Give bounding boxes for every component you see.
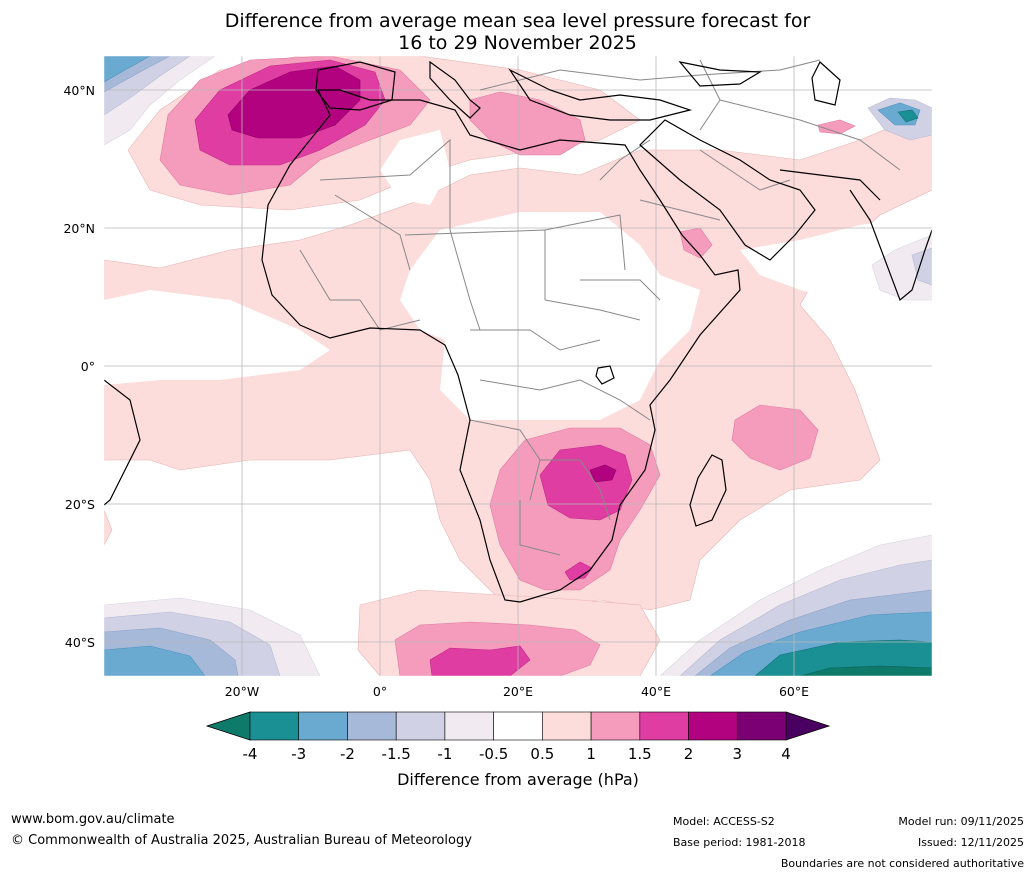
coastlines	[104, 60, 932, 603]
anomaly-pale-pink-southwest	[104, 509, 113, 546]
map-gridlines	[104, 56, 932, 676]
coastline-italy	[429, 60, 481, 119]
chart-title: Difference from average mean sea level p…	[0, 10, 1035, 54]
colorbar-segment	[347, 711, 397, 741]
map-frame	[103, 55, 933, 677]
lon-label-20w: 20°W	[225, 684, 260, 699]
colorbar-segment	[688, 711, 738, 741]
lat-label-20n: 20°N	[63, 221, 95, 236]
colorbar-tick-label: 1.5	[628, 745, 652, 763]
lon-label-40e: 40°E	[641, 684, 671, 699]
colorbar-tick-label: -2	[340, 745, 355, 763]
colorbar-segment	[249, 711, 300, 741]
anomaly-teal-himalaya	[897, 109, 919, 123]
lat-label-20s: 20°S	[65, 497, 95, 512]
footer-base-period: Base period: 1981-2018	[673, 836, 806, 849]
anomaly-magenta-natal	[564, 561, 593, 581]
colorbar: -4 -3 -2 -1.5 -1 -0.5 0.5 1 1.5 2 3 4	[205, 711, 831, 763]
anomaly-blue-southwest	[104, 645, 206, 676]
colorbar-extend-low	[205, 711, 251, 741]
colorbar-segment	[736, 711, 787, 741]
latitude-labels: 40°N 20°N 0° 20°S 40°S	[63, 83, 95, 650]
colorbar-segment	[542, 711, 592, 741]
footer-model-run: Model run: 09/11/2025	[898, 815, 1024, 828]
colorbar-extend-high	[785, 711, 831, 741]
footer-copyright: © Commonwealth of Australia 2025, Austra…	[11, 833, 472, 848]
anomaly-lilac-bay-of-bengal	[871, 234, 932, 301]
colorbar-segment	[395, 711, 446, 741]
coastline-south-america	[104, 379, 141, 506]
colorbar-tick-label: -3	[291, 745, 306, 763]
coastline-madagascar	[689, 454, 727, 527]
coastline-iran	[779, 169, 881, 201]
lon-label-60e: 60°E	[779, 684, 809, 699]
colorbar-title: Difference from average (hPa)	[397, 770, 639, 789]
near-zero-central-atlantic	[104, 290, 330, 385]
colorbar-segment	[639, 711, 689, 741]
colorbar-tick-label: -1	[437, 745, 452, 763]
lat-label-40s: 40°S	[65, 635, 95, 650]
coastline-greece-turkey	[508, 68, 693, 121]
colorbar-segment	[444, 711, 494, 741]
anomaly-blue-northwest	[104, 56, 151, 83]
anomaly-dark-magenta-southern-africa	[589, 464, 617, 483]
colorbar-segment	[493, 711, 543, 741]
anomaly-deep-teal-southeast	[799, 665, 932, 676]
footer-model: Model: ACCESS-S2	[673, 815, 775, 828]
coastline-lake-victoria	[595, 365, 615, 385]
coastline-arabia	[639, 119, 816, 261]
anomaly-pink-red-sea	[679, 227, 713, 259]
near-zero-arabian-sea	[740, 215, 932, 330]
map-area	[104, 56, 932, 676]
title-line-2: 16 to 29 November 2025	[398, 32, 637, 54]
colorbar-segment	[590, 711, 641, 741]
anomaly-pink-iran	[817, 119, 856, 135]
lat-label-0: 0°	[81, 359, 95, 374]
country-boundaries	[299, 59, 901, 556]
coastline-india	[849, 189, 932, 302]
footer-issued: Issued: 12/11/2025	[917, 836, 1024, 849]
anomaly-pink-mediterranean	[469, 91, 586, 156]
coastline-caspian	[811, 61, 841, 106]
colorbar-tick-label: -4	[243, 745, 258, 763]
colorbar-tick-label: -0.5	[479, 745, 508, 763]
lon-label-0: 0°	[373, 684, 387, 699]
anomaly-magenta-south-atlantic	[429, 645, 531, 676]
footer-left: www.bom.gov.au/climate © Commonwealth of…	[11, 809, 472, 851]
colorbar-tick-label: 3	[732, 745, 742, 763]
footer-right: Model run: 09/11/2025 Issued: 12/11/2025…	[781, 811, 1024, 874]
footer-website[interactable]: www.bom.gov.au/climate	[11, 812, 175, 827]
anomaly-magenta-southern-africa	[539, 444, 633, 521]
colorbar-tick-label: 4	[781, 745, 791, 763]
colorbar-tick-label: 0.5	[530, 745, 554, 763]
title-line-1: Difference from average mean sea level p…	[224, 10, 811, 32]
colorbar-tick-label: 2	[684, 745, 694, 763]
near-zero-africa-interior	[400, 212, 700, 420]
lon-label-20e: 20°E	[503, 684, 533, 699]
coastline-iberia	[315, 61, 396, 111]
near-zero-sahara	[380, 130, 450, 205]
colorbar-segment	[298, 711, 348, 741]
longitude-labels: 20°W 0° 20°E 40°E 60°E	[225, 684, 809, 699]
lat-label-40n: 40°N	[63, 83, 95, 98]
coastline-africa	[261, 89, 741, 603]
footer-disclaimer: Boundaries are not considered authoritat…	[780, 857, 1024, 870]
colorbar-tick-label: 1	[586, 745, 596, 763]
footer-middle: Model: ACCESS-S2 Base period: 1981-2018	[673, 811, 805, 853]
colorbar-tick-label: -1.5	[382, 745, 411, 763]
coastline-black-sea	[678, 61, 763, 87]
anomaly-dark-magenta-north-atlantic	[227, 65, 361, 139]
anomaly-pink-indian-ocean	[731, 404, 819, 471]
